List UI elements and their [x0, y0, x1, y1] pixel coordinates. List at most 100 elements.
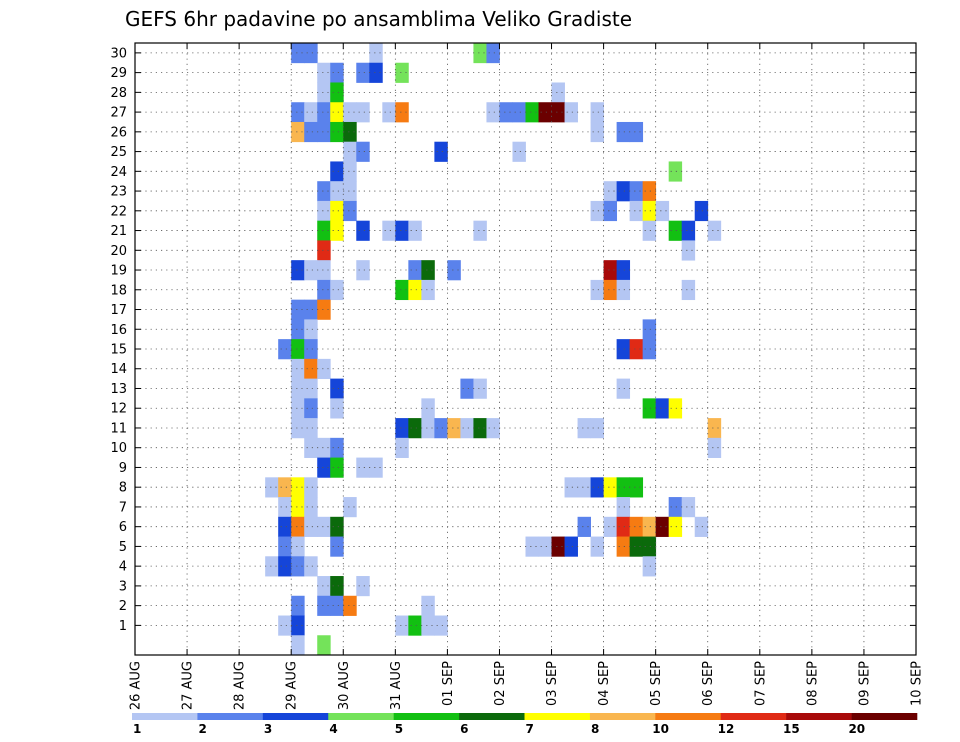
- heatmap-cell: [642, 556, 657, 577]
- y-tick-label: 29: [110, 66, 127, 81]
- x-tick-label: 30 AUG: [337, 661, 352, 710]
- y-tick-label: 25: [110, 145, 127, 160]
- heatmap-cell: [629, 181, 644, 202]
- heatmap-cell: [564, 536, 578, 557]
- heatmap-cell: [447, 418, 461, 439]
- heatmap-cell: [642, 339, 657, 360]
- y-tick-label: 30: [110, 46, 127, 61]
- heatmap-cell: [317, 457, 331, 478]
- heatmap-cell: [655, 398, 670, 419]
- heatmap-cell: [629, 339, 644, 360]
- heatmap-cell: [616, 181, 631, 202]
- heatmap-cell: [291, 615, 305, 636]
- heatmap-cell: [668, 161, 683, 182]
- heatmap-cell: [408, 279, 422, 301]
- heatmap-cell: [629, 536, 644, 557]
- x-axis: 26 AUG 27 AUG 28 AUG 29 AUG 30 AUG 31 AUG 01 S…: [129, 43, 925, 710]
- x-tick-label: 06 SEP: [701, 661, 716, 706]
- heatmap-cell: [603, 260, 618, 281]
- legend-color-swatch: [459, 713, 525, 720]
- y-tick-label: 21: [110, 224, 127, 239]
- heatmap-cell: [681, 240, 696, 261]
- heatmap-cell: [603, 181, 618, 202]
- heatmap-cell: [707, 437, 722, 458]
- heatmap-cell: [330, 536, 344, 557]
- heatmap-cell: [421, 279, 435, 301]
- heatmap-cell: [304, 398, 318, 419]
- heatmap-cell: [317, 299, 331, 320]
- heatmap-cell: [304, 418, 318, 439]
- heatmap-cell: [616, 516, 631, 537]
- y-tick-label: 16: [110, 323, 127, 338]
- heatmap-cell: [356, 457, 370, 478]
- y-tick-label: 10: [110, 441, 127, 456]
- heatmap-cell: [590, 418, 604, 439]
- heatmap-cell: [616, 279, 631, 301]
- heatmap-cell: [291, 358, 305, 380]
- heatmap-cell: [473, 378, 487, 399]
- heatmap-cell: [577, 477, 591, 498]
- y-tick-label: 26: [110, 125, 127, 140]
- x-tick-label: 28 AUG: [233, 661, 248, 710]
- x-tick-label: 29 AUG: [285, 661, 300, 710]
- x-tick-label: 05 SEP: [649, 661, 664, 706]
- legend-color-swatch: [393, 713, 460, 720]
- heatmap-cell: [265, 556, 279, 577]
- heatmap-cell: [707, 418, 722, 439]
- heatmap-cell: [460, 418, 474, 439]
- heatmap-cell: [317, 220, 331, 241]
- heatmap-cell: [330, 161, 344, 182]
- legend-label: 12: [718, 722, 735, 736]
- heatmap-cell: [291, 102, 305, 123]
- heatmap-cell: [395, 437, 409, 458]
- heatmap-cell: [434, 615, 448, 636]
- heatmap-cell: [304, 556, 318, 577]
- grid-lines: [135, 43, 916, 655]
- y-tick-label: 9: [119, 461, 127, 476]
- y-tick-label: 7: [119, 500, 127, 515]
- heatmap-cell: [616, 260, 631, 281]
- heatmap-cell: [616, 477, 631, 498]
- heatmap-cell: [317, 576, 331, 597]
- heatmap-cell: [655, 516, 670, 537]
- heatmap-cell: [317, 240, 331, 261]
- heatmap-cell: [681, 279, 696, 301]
- y-tick-label: 24: [110, 165, 127, 180]
- heatmap-cell: [343, 102, 357, 123]
- heatmap-cell: [668, 516, 683, 537]
- heatmap-cell: [317, 181, 331, 202]
- heatmap-cell: [278, 615, 292, 636]
- legend-label: 15: [783, 722, 800, 736]
- heatmap-cell: [343, 141, 357, 162]
- heatmap-cell: [473, 220, 487, 241]
- heatmap-cell: [382, 220, 396, 241]
- heatmap-cell: [330, 82, 344, 103]
- heatmap-cell: [707, 220, 722, 241]
- heatmap-cell: [304, 319, 318, 340]
- heatmap-cell: [304, 260, 318, 281]
- heatmap-cell: [291, 398, 305, 419]
- heatmap-cell: [356, 220, 370, 241]
- y-tick-label: 18: [110, 283, 127, 298]
- x-tick-label: 01 SEP: [441, 661, 456, 706]
- heatmap-cell: [369, 62, 383, 83]
- heatmap-cell: [408, 220, 422, 241]
- heatmap-cell: [421, 398, 435, 419]
- heatmap-cell: [291, 595, 305, 616]
- heatmap-cell: [343, 181, 357, 202]
- x-tick-label: 10 SEP: [910, 661, 925, 706]
- y-tick-label: 15: [110, 343, 127, 358]
- heatmap-cell: [291, 319, 305, 340]
- heatmap-cell: [564, 477, 578, 498]
- heatmap-cells: [265, 43, 722, 656]
- heatmap-cell: [317, 82, 331, 103]
- heatmap-cell: [616, 339, 631, 360]
- heatmap-cell: [395, 102, 409, 123]
- heatmap-cell: [590, 536, 604, 557]
- heatmap-cell: [317, 358, 331, 380]
- y-tick-label: 1: [119, 619, 127, 634]
- legend-label: 1: [133, 722, 141, 736]
- heatmap-cell: [343, 161, 357, 182]
- heatmap-cell: [330, 220, 344, 241]
- heatmap-cell: [564, 102, 578, 123]
